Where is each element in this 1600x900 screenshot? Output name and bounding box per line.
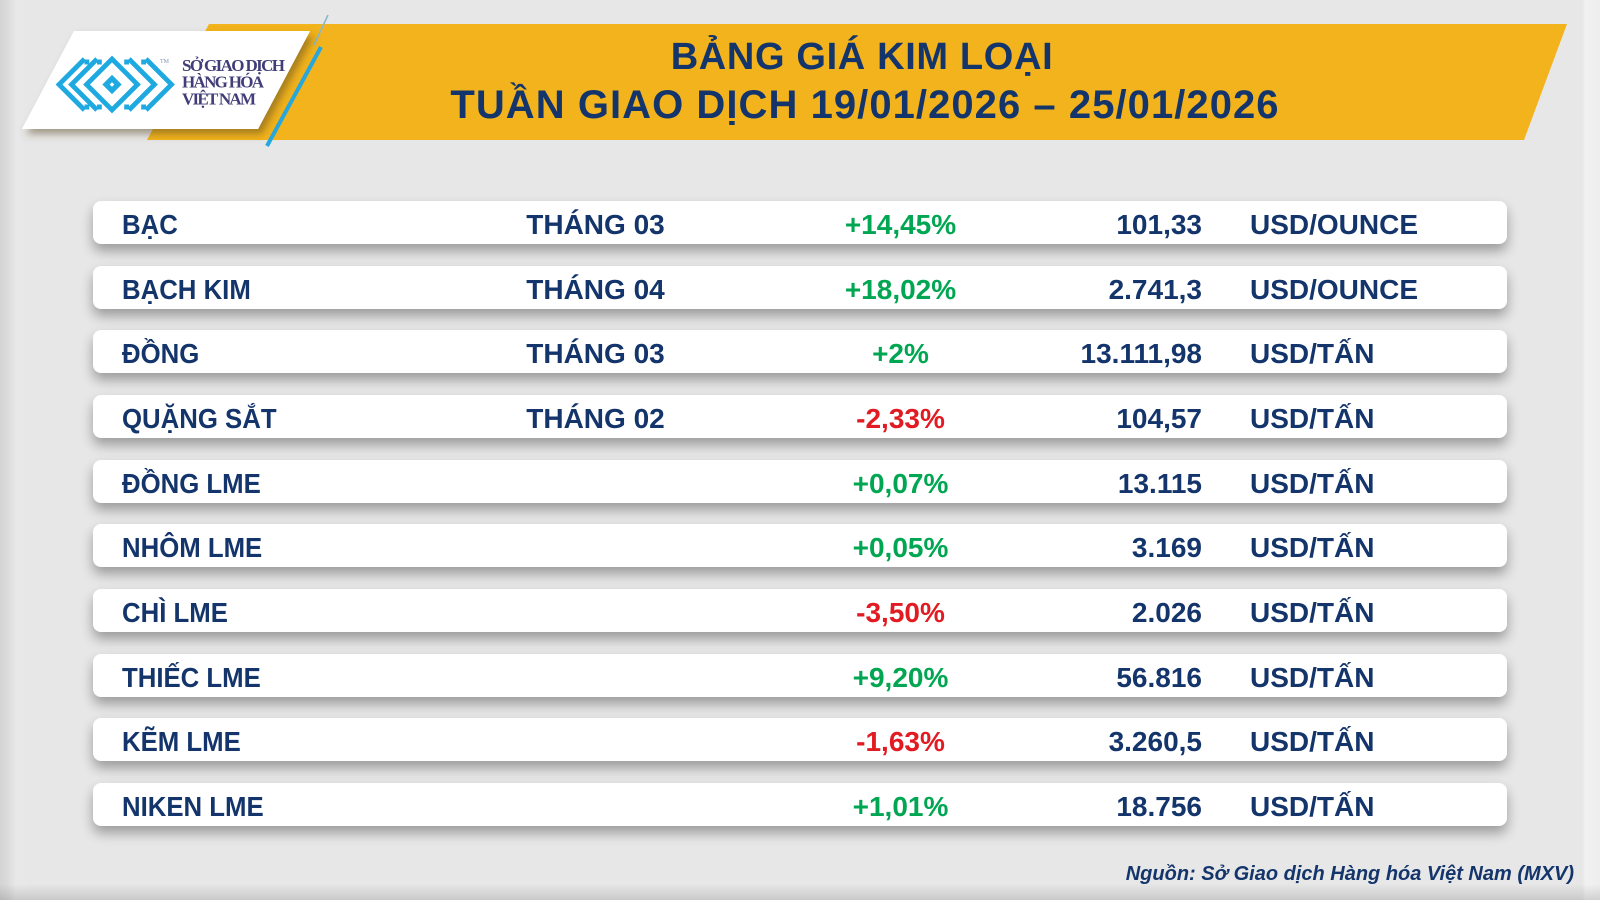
svg-text:SỞ GIAO DỊCH: SỞ GIAO DỊCH [182,56,285,75]
svg-text:TM: TM [160,59,170,65]
svg-text:VIỆT NAM: VIỆT NAM [182,90,256,109]
svg-text:HÀNG HÓA: HÀNG HÓA [182,73,265,92]
